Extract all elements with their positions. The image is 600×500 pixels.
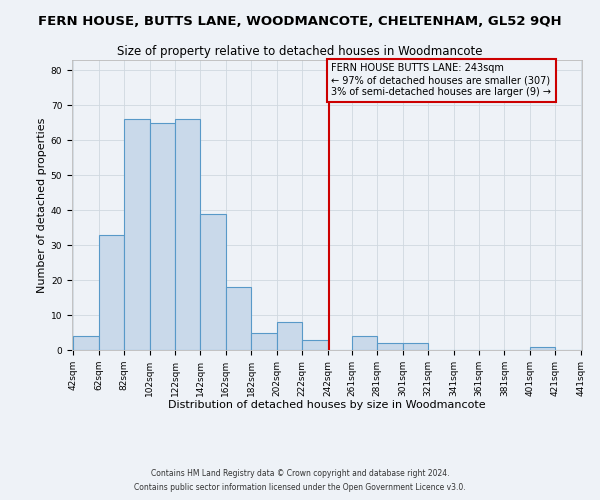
- Bar: [149, 123, 175, 350]
- Text: Contains HM Land Registry data © Crown copyright and database right 2024.: Contains HM Land Registry data © Crown c…: [151, 468, 449, 477]
- Bar: [175, 120, 200, 350]
- Bar: [99, 234, 124, 350]
- Text: Contains public sector information licensed under the Open Government Licence v3: Contains public sector information licen…: [134, 484, 466, 492]
- Text: FERN HOUSE, BUTTS LANE, WOODMANCOTE, CHELTENHAM, GL52 9QH: FERN HOUSE, BUTTS LANE, WOODMANCOTE, CHE…: [38, 15, 562, 28]
- Bar: [530, 346, 555, 350]
- Bar: [403, 343, 428, 350]
- Bar: [302, 340, 328, 350]
- Bar: [124, 120, 149, 350]
- Text: FERN HOUSE BUTTS LANE: 243sqm
← 97% of detached houses are smaller (307)
3% of s: FERN HOUSE BUTTS LANE: 243sqm ← 97% of d…: [331, 64, 551, 96]
- Bar: [251, 332, 277, 350]
- X-axis label: Distribution of detached houses by size in Woodmancote: Distribution of detached houses by size …: [168, 400, 486, 410]
- Bar: [352, 336, 377, 350]
- Text: Size of property relative to detached houses in Woodmancote: Size of property relative to detached ho…: [117, 45, 483, 58]
- Bar: [73, 336, 99, 350]
- Bar: [377, 343, 403, 350]
- Bar: [277, 322, 302, 350]
- Y-axis label: Number of detached properties: Number of detached properties: [37, 118, 47, 292]
- Bar: [200, 214, 226, 350]
- Bar: [226, 287, 251, 350]
